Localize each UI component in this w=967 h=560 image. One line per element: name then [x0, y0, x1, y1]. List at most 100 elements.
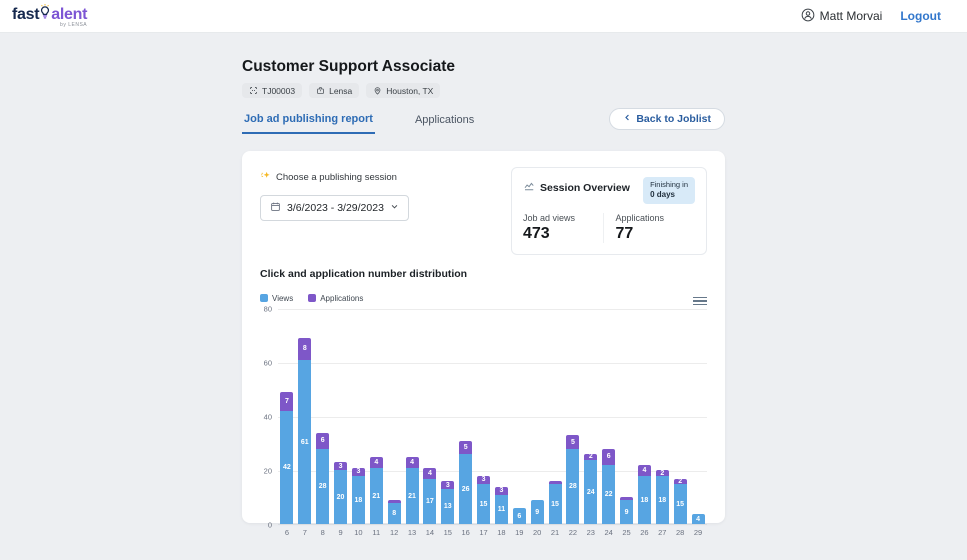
x-tick-label: 10 [354, 528, 363, 538]
applications-segment: 3 [477, 475, 491, 484]
company-label: Lensa [329, 85, 353, 96]
x-tick-label: 17 [479, 528, 488, 538]
location-pin-icon [373, 86, 382, 95]
x-tick-label: 15 [443, 528, 452, 538]
chart-bar: 3 11 [494, 486, 508, 525]
chart-bar: 5 26 [459, 440, 473, 525]
views-segment: 18 [655, 475, 669, 525]
x-tick-label: 14 [425, 528, 435, 538]
chart-bar: 6 22 [602, 448, 616, 525]
views-segment: 9 [530, 500, 544, 525]
chart-bar: 3 13 [441, 481, 455, 525]
session-overview-title-row: Session Overview [523, 180, 630, 195]
chart-y-axis: 0 20 40 60 80 [260, 305, 275, 530]
tab-job-ad-publishing-report[interactable]: Job ad publishing report [242, 113, 375, 134]
chart-context-menu-icon[interactable] [693, 289, 707, 308]
applications-segment [387, 500, 401, 503]
chart-bar: 4 18 [637, 465, 651, 525]
chart-bar-slot: 4 21 [367, 456, 385, 525]
app-header: fast alent by LENSA [0, 0, 967, 33]
y-tick-label: 0 [267, 520, 272, 530]
back-to-joblist-button[interactable]: Back to Joblist [609, 108, 725, 130]
applications-segment [620, 497, 634, 501]
gridline [278, 471, 707, 473]
views-segment: 11 [494, 494, 508, 525]
views-segment: 28 [566, 448, 580, 525]
chart-bar: 8 61 [298, 338, 312, 525]
chart-bar-slot: 5 28 [564, 435, 582, 525]
applications-segment: 2 [655, 470, 669, 477]
chart-bars: 7 42 8 61 6 28 3 20 3 18 4 21 8 4 21 4 17 3 13 5 26 3 15 3 11 6 9 1… [278, 309, 707, 525]
finishing-badge: Finishing in 0 days [643, 177, 695, 204]
chart-bar-slot: 7 42 [278, 392, 296, 525]
legend-label: Applications [320, 293, 364, 303]
page-title: Customer Support Associate [242, 58, 456, 75]
applications-segment: 4 [423, 467, 437, 479]
applications-segment: 3 [334, 462, 348, 471]
applications-segment: 4 [637, 465, 651, 476]
legend-item-views[interactable]: Views [260, 294, 293, 303]
chart-bar: 2 15 [673, 478, 687, 525]
chart-bar-slot: 3 13 [439, 481, 457, 525]
job-id-chip: TJ00003 [242, 83, 303, 98]
views-segment: 18 [351, 475, 365, 525]
x-tick-label: 27 [658, 528, 667, 538]
job-id-label: TJ00003 [262, 85, 296, 96]
logo-text-alent: alent [51, 5, 88, 23]
x-tick-label: 7 [302, 528, 307, 538]
app-logo[interactable]: fast alent by LENSA [12, 3, 88, 28]
user-menu[interactable]: Matt Morvai [801, 8, 882, 25]
chart-bar-slot: 4 21 [403, 456, 421, 525]
chart-x-axis: 6 7 8 9 10 11 12 13 14 15 16 17 18 19 20 21 22 23 24 25 26 27… [278, 525, 707, 540]
chart-bar: 4 21 [405, 456, 419, 525]
chart-bar-slot: 4 17 [421, 467, 439, 525]
views-segment: 15 [477, 483, 491, 525]
x-tick-label: 8 [320, 528, 325, 538]
chart-bar: 5 28 [566, 435, 580, 525]
applications-segment [548, 481, 562, 484]
chart-bar: 4 21 [369, 456, 383, 525]
chart-bar: 8 [387, 500, 401, 525]
applications-segment: 3 [494, 486, 508, 495]
chart-title: Click and application number distributio… [260, 267, 468, 280]
applications-stat: Applications 77 [602, 212, 696, 243]
views-segment: 6 [512, 508, 526, 525]
chart-bar: 4 [691, 513, 705, 525]
applications-segment: 5 [566, 435, 580, 449]
chart-bar-slot: 4 [689, 513, 707, 525]
finishing-value: 0 days [650, 190, 675, 200]
x-tick-label: 9 [338, 528, 343, 538]
line-chart-icon [523, 180, 535, 195]
chart-bar-slot: 8 [385, 500, 403, 525]
chart-bar: 9 [620, 497, 634, 525]
x-tick-label: 26 [640, 528, 649, 538]
applications-segment: 4 [405, 456, 419, 468]
job-ad-views-label: Job ad views [523, 212, 576, 223]
chart-bar: 3 20 [334, 462, 348, 525]
logout-link[interactable]: Logout [900, 9, 941, 23]
views-segment: 42 [280, 411, 294, 525]
views-segment: 24 [584, 459, 598, 525]
chart-bar-slot: 15 [546, 481, 564, 525]
applications-segment: 8 [298, 338, 312, 360]
applications-segment: 2 [584, 453, 598, 460]
chevron-left-icon [623, 113, 632, 125]
chart-bar: 15 [548, 481, 562, 525]
chart-bar: 9 [530, 500, 544, 525]
x-tick-label: 19 [515, 528, 524, 538]
y-tick-label: 40 [263, 412, 272, 422]
x-tick-label: 21 [550, 528, 560, 538]
lightbulb-icon [38, 3, 52, 24]
views-segment: 9 [620, 500, 634, 525]
publishing-session-select[interactable]: 3/6/2023 - 3/29/2023 [260, 195, 409, 221]
chart-legend: Views Applications [260, 294, 363, 303]
views-segment: 15 [673, 483, 687, 525]
x-tick-label: 11 [372, 528, 381, 538]
tab-applications[interactable]: Applications [414, 113, 475, 126]
chart-bar-slot: 2 24 [582, 453, 600, 525]
gridline [278, 309, 707, 311]
x-tick-label: 23 [586, 528, 595, 538]
views-segment: 4 [691, 513, 705, 525]
y-tick-label: 60 [263, 358, 272, 368]
legend-item-applications[interactable]: Applications [308, 294, 363, 303]
